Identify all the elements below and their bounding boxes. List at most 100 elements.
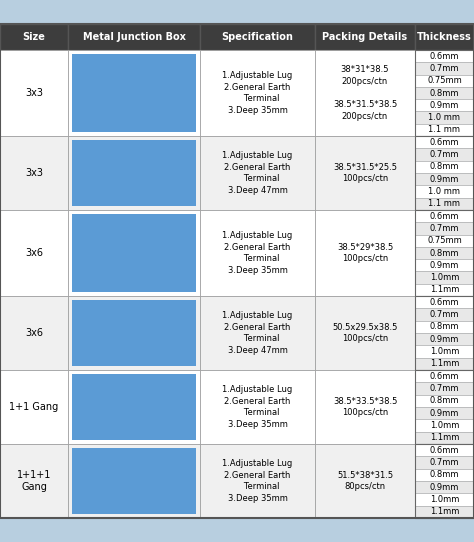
- Text: 51.5*38*31.5
80pcs/ctn: 51.5*38*31.5 80pcs/ctn: [337, 470, 393, 492]
- Text: 1+1+1
Gang: 1+1+1 Gang: [17, 470, 51, 492]
- Text: 1.Adjustable Lug
2.General Earth
   Terminal
3.Deep 35mm: 1.Adjustable Lug 2.General Earth Termina…: [222, 385, 292, 429]
- Bar: [72, 300, 196, 366]
- Text: 0.7mm: 0.7mm: [430, 458, 459, 467]
- Text: 0.7mm: 0.7mm: [430, 64, 459, 73]
- Text: 3x3: 3x3: [25, 88, 43, 98]
- Text: 1.0mm: 1.0mm: [430, 495, 459, 504]
- Text: 0.6mm: 0.6mm: [430, 211, 459, 221]
- Text: 0.6mm: 0.6mm: [430, 51, 459, 61]
- Bar: [68, 210, 200, 296]
- Text: 0.8mm: 0.8mm: [430, 88, 459, 98]
- Text: 1.1mm: 1.1mm: [430, 285, 459, 294]
- Bar: [415, 247, 474, 259]
- Bar: [415, 283, 474, 296]
- Bar: [415, 235, 474, 247]
- Bar: [68, 24, 200, 50]
- Text: 0.7mm: 0.7mm: [430, 310, 459, 319]
- Text: 0.7mm: 0.7mm: [430, 150, 459, 159]
- Bar: [200, 444, 315, 518]
- Bar: [415, 210, 474, 296]
- Bar: [415, 493, 474, 506]
- Bar: [415, 420, 474, 431]
- Text: 0.9mm: 0.9mm: [430, 175, 459, 184]
- Bar: [415, 370, 474, 382]
- Bar: [68, 50, 200, 136]
- Bar: [415, 456, 474, 469]
- Bar: [200, 50, 315, 136]
- Text: 1.1mm: 1.1mm: [430, 434, 459, 442]
- Bar: [415, 149, 474, 160]
- Bar: [315, 296, 415, 370]
- Bar: [0, 444, 68, 518]
- Text: 0.75mm: 0.75mm: [427, 76, 462, 85]
- Text: 0.8mm: 0.8mm: [430, 248, 459, 257]
- Bar: [315, 210, 415, 296]
- Text: 0.8mm: 0.8mm: [430, 163, 459, 171]
- Bar: [415, 382, 474, 395]
- Text: 38*31*38.5
200pcs/ctn

38.5*31.5*38.5
200pcs/ctn: 38*31*38.5 200pcs/ctn 38.5*31.5*38.5 200…: [333, 65, 397, 121]
- Text: 0.6mm: 0.6mm: [430, 138, 459, 147]
- Bar: [315, 370, 415, 444]
- Text: 1.0mm: 1.0mm: [430, 347, 459, 356]
- Text: 0.9mm: 0.9mm: [430, 334, 459, 344]
- Bar: [415, 358, 474, 370]
- Text: 0.8mm: 0.8mm: [430, 470, 459, 479]
- Text: 0.8mm: 0.8mm: [430, 322, 459, 331]
- Bar: [415, 296, 474, 370]
- Bar: [315, 50, 415, 136]
- Text: 3x6: 3x6: [25, 328, 43, 338]
- Bar: [415, 431, 474, 444]
- Bar: [415, 112, 474, 124]
- Bar: [0, 24, 68, 50]
- Text: 1+1 Gang: 1+1 Gang: [9, 402, 59, 412]
- Bar: [415, 370, 474, 444]
- Text: 1.0mm: 1.0mm: [430, 421, 459, 430]
- Bar: [415, 62, 474, 75]
- Text: 38.5*29*38.5
100pcs/ctn: 38.5*29*38.5 100pcs/ctn: [337, 243, 393, 263]
- Bar: [415, 24, 474, 50]
- Bar: [200, 136, 315, 210]
- Text: 0.75mm: 0.75mm: [427, 236, 462, 245]
- Text: 0.6mm: 0.6mm: [430, 446, 459, 455]
- Bar: [415, 136, 474, 210]
- Text: 38.5*31.5*25.5
100pcs/ctn: 38.5*31.5*25.5 100pcs/ctn: [333, 163, 397, 183]
- Bar: [72, 140, 196, 206]
- Text: 1.Adjustable Lug
2.General Earth
   Terminal
3.Deep 47mm: 1.Adjustable Lug 2.General Earth Termina…: [222, 151, 292, 195]
- Bar: [415, 296, 474, 308]
- Bar: [72, 54, 196, 132]
- Text: Thickness: Thickness: [417, 32, 472, 42]
- Bar: [72, 214, 196, 292]
- Text: 1.Adjustable Lug
2.General Earth
   Terminal
3.Deep 47mm: 1.Adjustable Lug 2.General Earth Termina…: [222, 311, 292, 355]
- Bar: [415, 469, 474, 481]
- Text: 1.1mm: 1.1mm: [430, 359, 459, 369]
- Text: 0.9mm: 0.9mm: [430, 483, 459, 492]
- Bar: [68, 296, 200, 370]
- Text: 0.6mm: 0.6mm: [430, 298, 459, 307]
- Bar: [315, 444, 415, 518]
- Text: Metal Junction Box: Metal Junction Box: [82, 32, 185, 42]
- Bar: [200, 296, 315, 370]
- Bar: [415, 160, 474, 173]
- Text: Size: Size: [23, 32, 46, 42]
- Bar: [315, 24, 415, 50]
- Text: 0.8mm: 0.8mm: [430, 396, 459, 405]
- Bar: [68, 370, 200, 444]
- Bar: [415, 50, 474, 136]
- Bar: [200, 24, 315, 50]
- Bar: [415, 321, 474, 333]
- Text: 1.0mm: 1.0mm: [430, 273, 459, 282]
- Text: 0.9mm: 0.9mm: [430, 101, 459, 110]
- Bar: [415, 481, 474, 493]
- Bar: [415, 345, 474, 358]
- Text: 3x3: 3x3: [25, 168, 43, 178]
- Text: 50.5x29.5x38.5
100pcs/ctn: 50.5x29.5x38.5 100pcs/ctn: [332, 322, 398, 344]
- Text: 0.9mm: 0.9mm: [430, 261, 459, 270]
- Text: Specification: Specification: [221, 32, 293, 42]
- Text: 1.1 mm: 1.1 mm: [428, 125, 461, 134]
- Bar: [0, 296, 68, 370]
- Bar: [415, 50, 474, 62]
- Text: 0.9mm: 0.9mm: [430, 409, 459, 418]
- Text: 1.1mm: 1.1mm: [430, 507, 459, 517]
- Text: 1.1 mm: 1.1 mm: [428, 199, 461, 208]
- Bar: [415, 99, 474, 112]
